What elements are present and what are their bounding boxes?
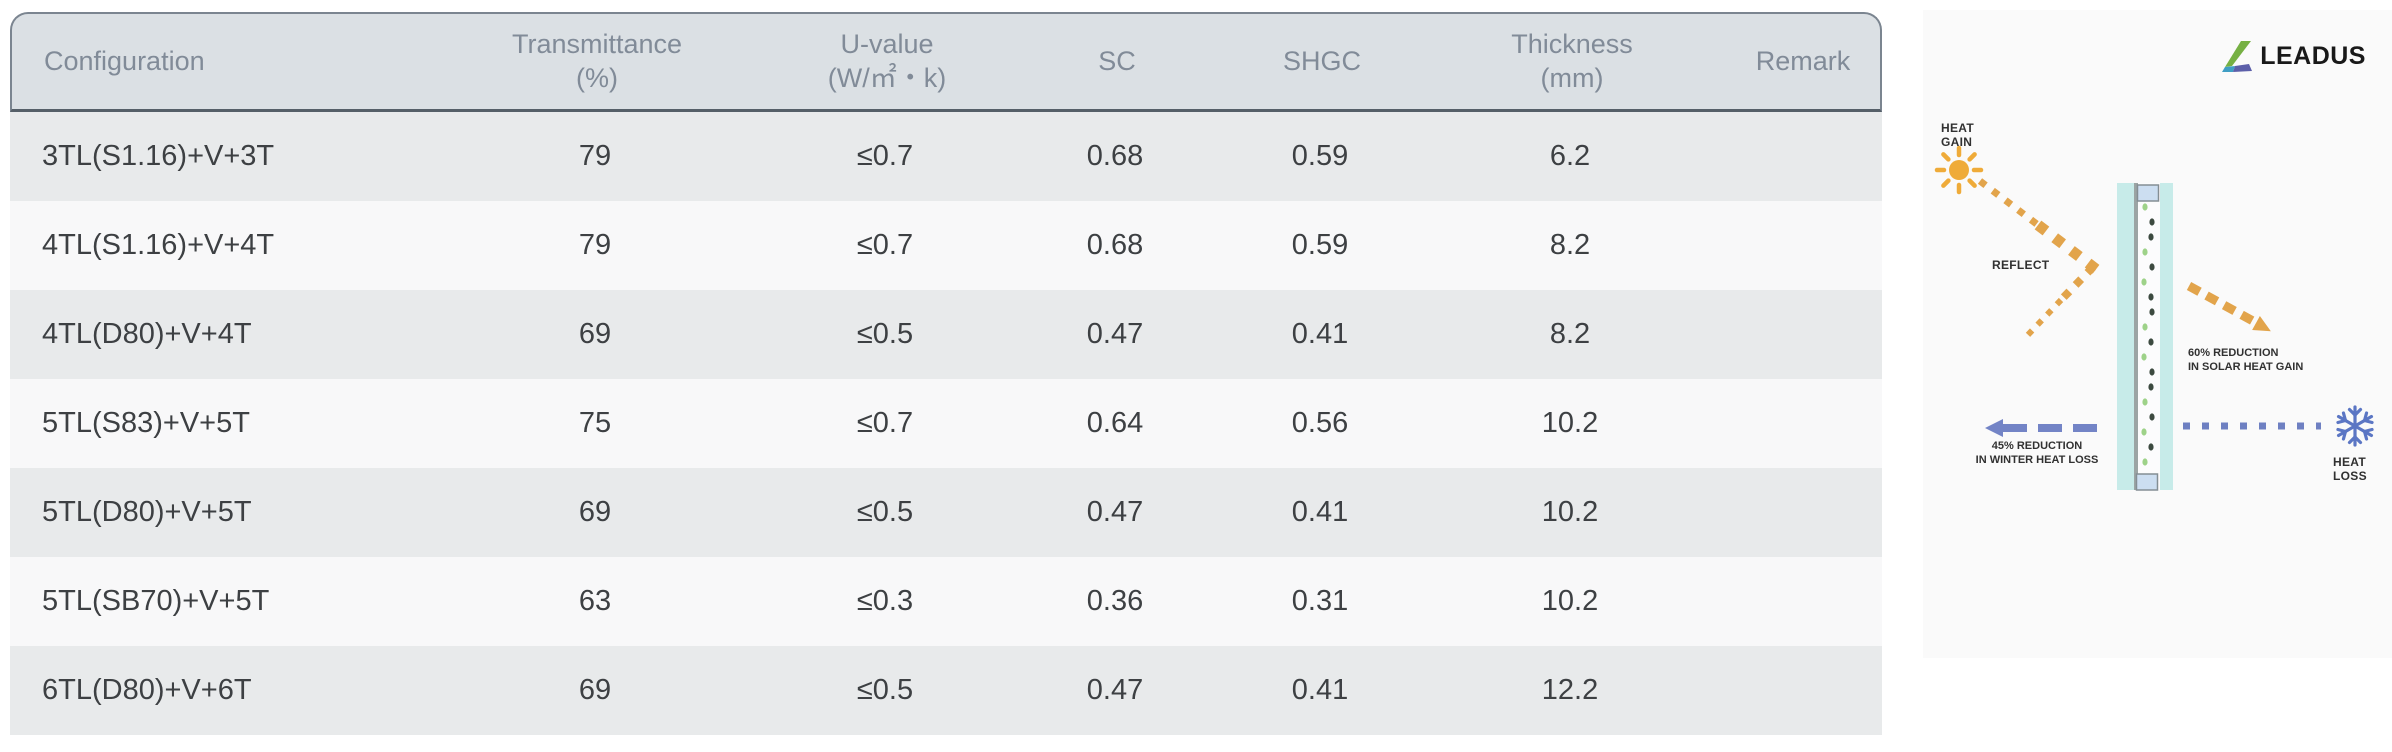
configuration-cell: 5TL(SB70)+V+5T [42, 585, 270, 617]
shgc-cell: 0.59 [1291, 229, 1349, 261]
table-body: 3TL(S1.16)+V+3T 79 ≤0.7 0.68 0.59 6.2 4T… [10, 112, 1882, 735]
configuration-cell: 5TL(D80)+V+5T [42, 496, 252, 528]
shgc-cell: 0.41 [1291, 496, 1349, 528]
snowflake-icon [2334, 405, 2376, 447]
table-row: 6TL(D80)+V+6T 69 ≤0.5 0.47 0.41 12.2 [10, 646, 1882, 735]
transmittance-cell: 69 [578, 318, 612, 350]
spec-table: Configuration Transmittance (%) U-value … [10, 12, 1882, 735]
u-value-cell: ≤0.5 [856, 318, 914, 350]
shgc-cell: 0.41 [1291, 318, 1349, 350]
column-header-u-value: U-value (W/㎡・k) [827, 28, 947, 93]
reflect-label: REFLECT [1992, 258, 2050, 272]
table-header-row: Configuration Transmittance (%) U-value … [10, 12, 1882, 112]
column-header-shgc: SHGC [1282, 45, 1361, 76]
glass-pane [2117, 183, 2173, 491]
sc-cell: 0.36 [1086, 585, 1144, 617]
configuration-cell: 4TL(D80)+V+4T [42, 318, 252, 350]
vacuum-pillar-dots [2141, 203, 2155, 466]
transmittance-cell: 69 [578, 674, 612, 706]
u-value-cell: ≤0.5 [856, 674, 914, 706]
shgc-cell: 0.41 [1291, 674, 1349, 706]
winter-reduction-label: 45% REDUCTION IN WINTER HEAT LOSS [1975, 440, 2099, 467]
solar-reduction-label: 60% REDUCTION IN SOLAR HEAT GAIN [2188, 347, 2304, 374]
column-header-sc: SC [1098, 45, 1136, 76]
column-header-remark: Remark [1755, 45, 1851, 76]
heat-loss-label: HEAT LOSS [2333, 455, 2367, 483]
table-row: 5TL(D80)+V+5T 69 ≤0.5 0.47 0.41 10.2 [10, 468, 1882, 557]
configuration-cell: 6TL(D80)+V+6T [42, 674, 252, 706]
thickness-cell: 8.2 [1549, 318, 1591, 350]
reflect-arrow [2022, 264, 2096, 341]
column-header-thickness: Thickness (mm) [1511, 28, 1633, 93]
configuration-cell: 4TL(S1.16)+V+4T [42, 229, 275, 261]
shgc-cell: 0.59 [1291, 140, 1349, 172]
table-row: 4TL(S1.16)+V+4T 79 ≤0.7 0.68 0.59 8.2 [10, 201, 1882, 290]
column-header-transmittance: Transmittance (%) [511, 28, 683, 93]
glass-bottom-seal [2135, 473, 2159, 491]
logo-text: LEADUS [2260, 42, 2366, 70]
transmittance-cell: 75 [578, 407, 612, 439]
logo-mark-icon [2222, 41, 2253, 72]
leadus-logo: LEADUS [2222, 41, 2366, 72]
table-row: 4TL(D80)+V+4T 69 ≤0.5 0.47 0.41 8.2 [10, 290, 1882, 379]
column-header-configuration: Configuration [44, 45, 205, 76]
sc-cell: 0.68 [1086, 140, 1144, 172]
sc-cell: 0.47 [1086, 674, 1144, 706]
glass-top-seal [2136, 184, 2160, 202]
u-value-cell: ≤0.5 [856, 496, 914, 528]
table-row: 5TL(SB70)+V+5T 63 ≤0.3 0.36 0.31 10.2 [10, 557, 1882, 646]
configuration-cell: 3TL(S1.16)+V+3T [42, 140, 275, 172]
heat-diagram-panel: HEAT GAIN REFLECT 60% REDUCTION IN SOLAR… [1923, 10, 2392, 658]
u-value-cell: ≤0.7 [856, 140, 914, 172]
shgc-cell: 0.56 [1291, 407, 1349, 439]
transmittance-cell: 69 [578, 496, 612, 528]
table-row: 5TL(S83)+V+5T 75 ≤0.7 0.64 0.56 10.2 [10, 379, 1882, 468]
transmittance-cell: 79 [578, 140, 612, 172]
sc-cell: 0.47 [1086, 318, 1144, 350]
shgc-cell: 0.31 [1291, 585, 1349, 617]
table-row: 3TL(S1.16)+V+3T 79 ≤0.7 0.68 0.59 6.2 [10, 112, 1882, 201]
glass-diagram [1934, 145, 2376, 491]
thickness-cell: 10.2 [1541, 585, 1599, 617]
sc-cell: 0.68 [1086, 229, 1144, 261]
u-value-cell: ≤0.3 [856, 585, 914, 617]
solar-transmit-arrow [2186, 282, 2271, 332]
thickness-cell: 10.2 [1541, 407, 1599, 439]
thickness-cell: 8.2 [1549, 229, 1591, 261]
configuration-cell: 5TL(S83)+V+5T [42, 407, 250, 439]
u-value-cell: ≤0.7 [856, 407, 914, 439]
thickness-cell: 12.2 [1541, 674, 1599, 706]
thickness-cell: 6.2 [1549, 140, 1591, 172]
heat-gain-label: HEAT GAIN [1941, 121, 1974, 149]
sc-cell: 0.64 [1086, 407, 1144, 439]
winter-loss-arrow [1985, 419, 2105, 437]
transmittance-cell: 79 [578, 229, 612, 261]
thickness-cell: 10.2 [1541, 496, 1599, 528]
transmittance-cell: 63 [578, 585, 612, 617]
u-value-cell: ≤0.7 [856, 229, 914, 261]
sc-cell: 0.47 [1086, 496, 1144, 528]
sun-icon [1934, 145, 1984, 195]
